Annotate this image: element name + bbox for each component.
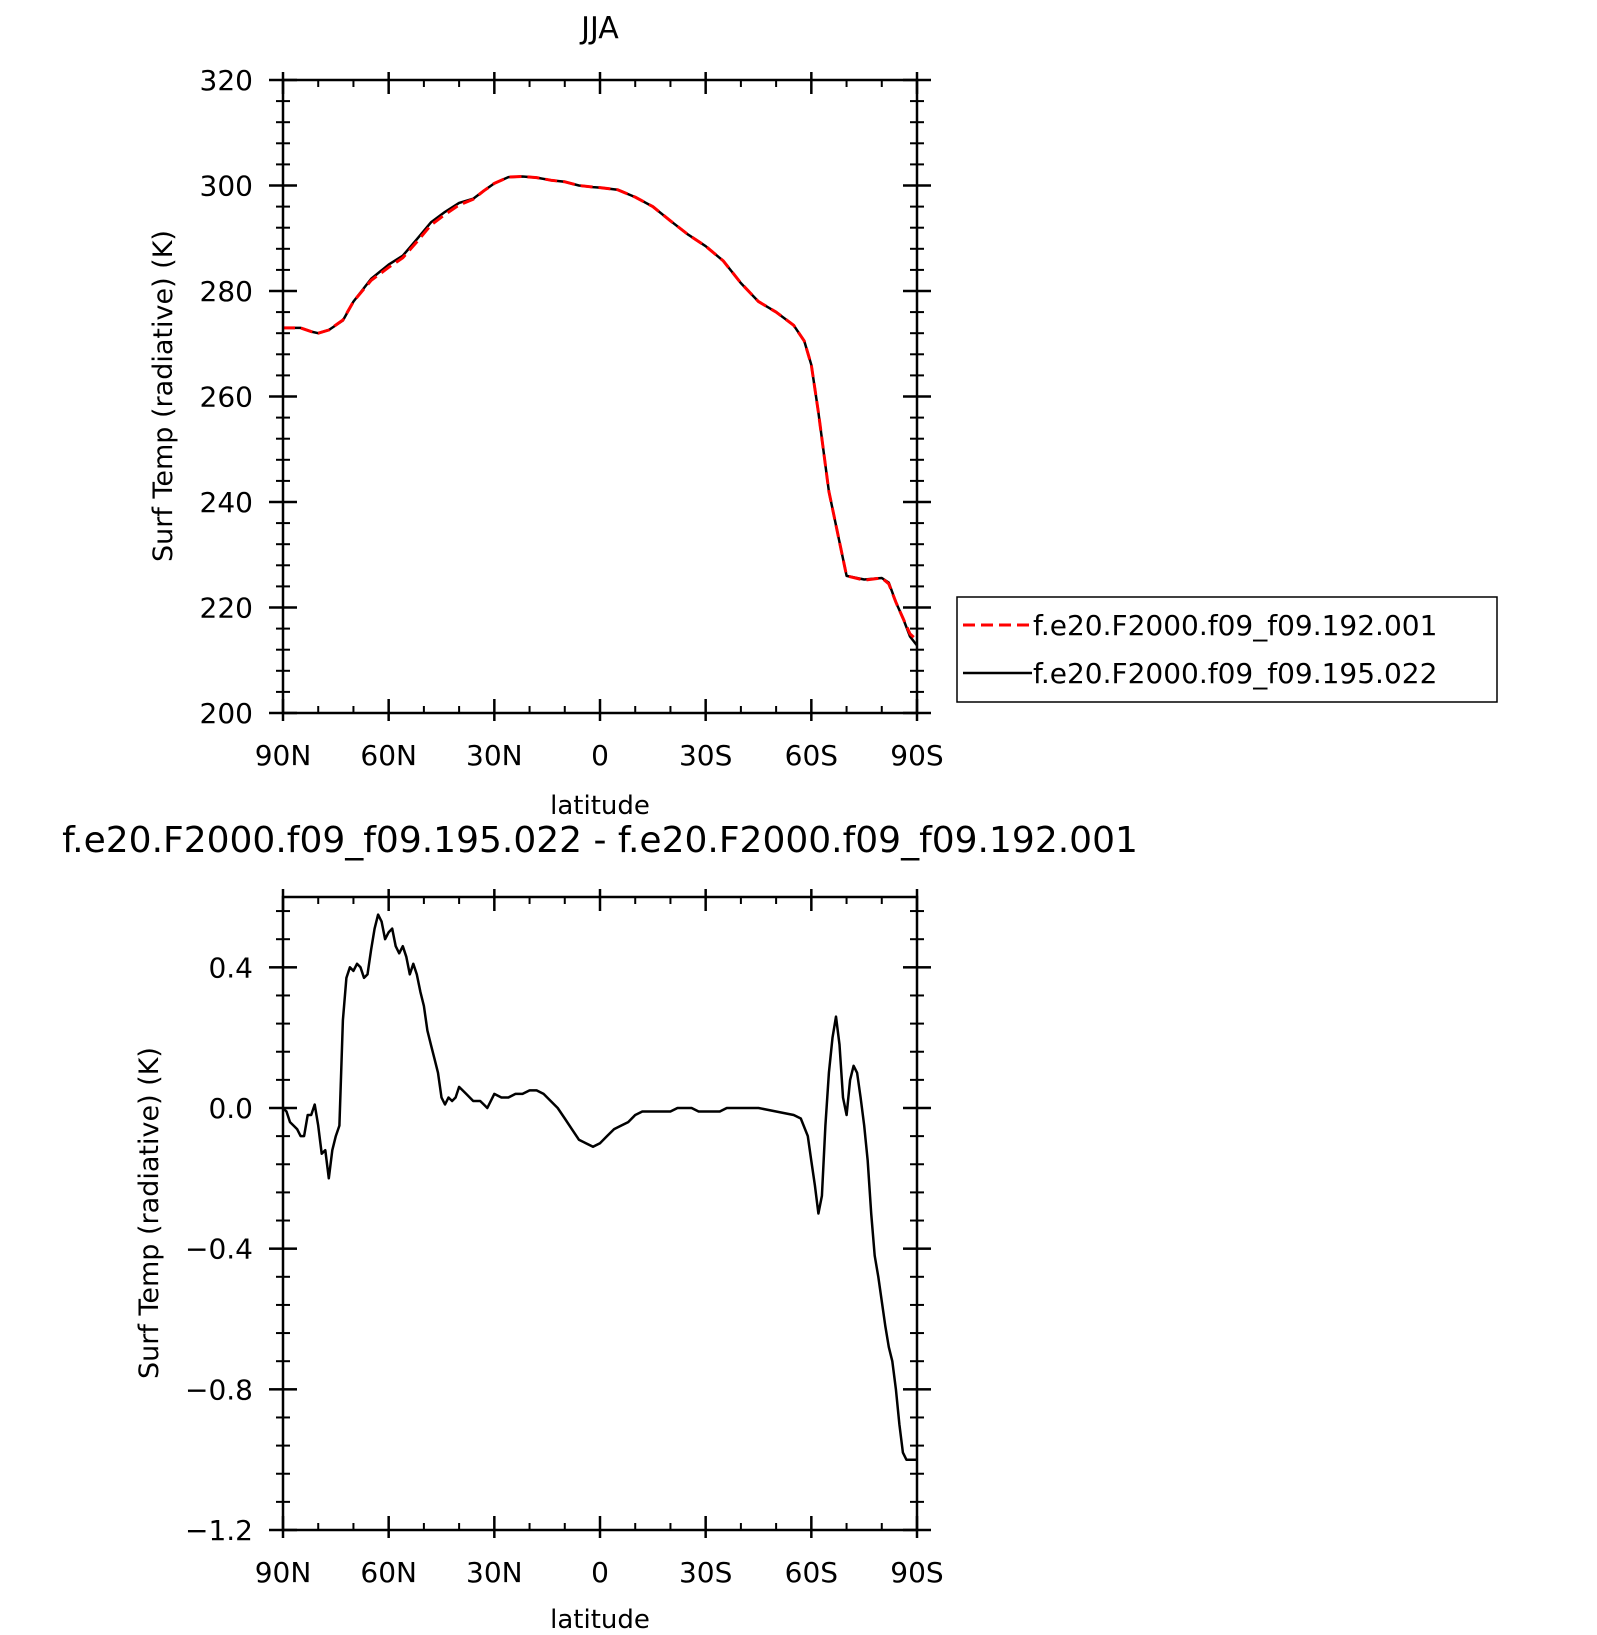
bottom-chart-title: f.e20.F2000.f09_f09.195.022 - f.e20.F200…: [62, 820, 1138, 861]
top-y-tick-label: 320: [200, 64, 253, 97]
top-x-axis-label: latitude: [550, 791, 650, 821]
legend-label-192-001: f.e20.F2000.f09_f09.192.001: [1033, 609, 1437, 642]
top-x-tick-label: 60S: [785, 739, 838, 772]
top-chart-title: JJA: [579, 11, 619, 46]
bottom-x-tick-label: 60N: [360, 1556, 417, 1589]
top-x-tick-label: 90N: [255, 739, 312, 772]
top-y-tick-label: 200: [200, 697, 253, 730]
bottom-ticks-group: 90N 60N 30N 0 30S 60S 90S −1.2 −0.8 −0.4 0.0 0.4: [185, 889, 944, 1589]
top-y-axis-label: Surf Temp (radiative) (K): [148, 230, 179, 562]
top-plot-frame: [281, 78, 919, 715]
bottom-x-axis-label: latitude: [550, 1605, 650, 1635]
top-x-tick-label: 90S: [890, 739, 943, 772]
bottom-y-tick-label: 0.4: [208, 951, 253, 984]
bottom-y-tick-label: −0.4: [185, 1233, 253, 1266]
top-series-line-0: [283, 175, 919, 642]
top-y-tick-label: 240: [200, 486, 253, 519]
top-x-tick-label: 60N: [360, 739, 417, 772]
top-series-group: [283, 175, 919, 647]
top-y-tick-label: 280: [200, 275, 253, 308]
top-x-tick-label: 0: [591, 739, 609, 772]
bottom-x-tick-label: 0: [591, 1556, 609, 1589]
bottom-x-tick-label: 30N: [466, 1556, 523, 1589]
bottom-panel: f.e20.F2000.f09_f09.195.022 - f.e20.F200…: [62, 820, 1138, 1635]
top-panel: JJA 90N 60N 30N 0 30S 60S 90S 200 220 240 260 280 30…: [148, 11, 944, 821]
bottom-series-group: [282, 913, 917, 1461]
bottom-x-tick-label: 90N: [255, 1556, 312, 1589]
top-x-tick-label: 30N: [466, 739, 523, 772]
bottom-series-line-0: [282, 913, 917, 1461]
top-y-tick-label: 300: [200, 170, 253, 203]
bottom-y-tick-label: 0.0: [208, 1092, 253, 1125]
legend-label-195-022: f.e20.F2000.f09_f09.195.022: [1033, 657, 1437, 690]
legend-box: [956, 596, 1498, 703]
top-x-tick-label: 30S: [679, 739, 732, 772]
top-y-tick-label: 220: [200, 592, 253, 625]
bottom-plot-frame: [281, 895, 919, 1532]
bottom-x-tick-label: 30S: [679, 1556, 732, 1589]
top-ticks-group: 90N 60N 30N 0 30S 60S 90S 200 220 240 260 280 300 320: [200, 64, 944, 772]
bottom-x-tick-label: 90S: [890, 1556, 943, 1589]
top-series-line-1: [283, 175, 918, 647]
bottom-x-tick-label: 60S: [785, 1556, 838, 1589]
bottom-y-tick-label: −1.2: [185, 1514, 253, 1547]
top-y-tick-label: 260: [200, 381, 253, 414]
bottom-y-axis-label: Surf Temp (radiative) (K): [134, 1047, 165, 1379]
bottom-y-tick-label: −0.8: [185, 1373, 253, 1406]
legend: f.e20.F2000.f09_f09.192.001 f.e20.F2000.…: [956, 596, 1498, 703]
